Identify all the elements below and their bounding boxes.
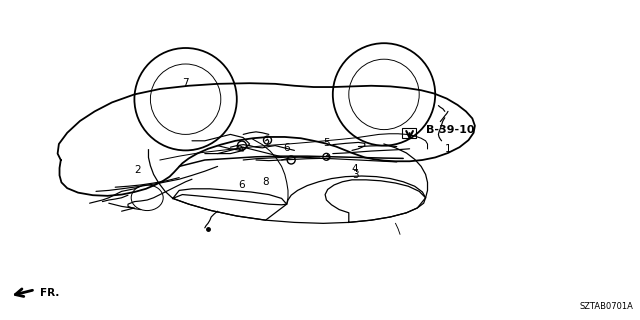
Text: 7: 7 (182, 78, 189, 88)
Text: SZTAB0701A: SZTAB0701A (580, 302, 634, 311)
Text: 6: 6 (239, 180, 245, 190)
Text: B-39-10: B-39-10 (426, 125, 474, 135)
Text: 4: 4 (352, 164, 358, 174)
Text: 1: 1 (445, 144, 451, 154)
Text: 2: 2 (134, 164, 141, 175)
Text: 6: 6 (284, 143, 290, 153)
Text: FR.: FR. (40, 288, 59, 298)
Bar (402, 128, 415, 138)
Text: 3: 3 (352, 170, 358, 180)
Text: 5: 5 (323, 138, 330, 148)
Text: 8: 8 (262, 177, 269, 187)
